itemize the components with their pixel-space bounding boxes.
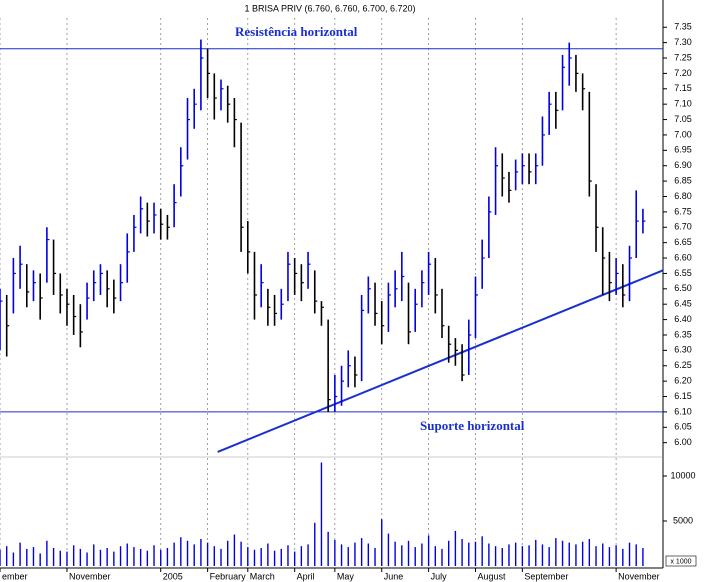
y-tick-label: 6.40 [674,314,692,324]
x-tick-label: ember [2,571,28,581]
y-tick-label: 6.60 [674,252,692,262]
y-tick-label: 7.20 [674,68,692,78]
y-tick-label: 6.20 [674,376,692,386]
y-tick-label: 7.25 [674,52,692,62]
y-tick-label: 6.10 [674,406,692,416]
x-tick-label: September [524,571,568,581]
x-tick-label: August [477,571,506,581]
annotation: Resistência horizontal [235,24,358,39]
y-tick-label: 6.90 [674,160,692,170]
y-tick-label: 7.05 [674,114,692,124]
y-tick-label: 6.35 [674,329,692,339]
trend-line [217,269,664,453]
y-tick-label: 7.00 [674,129,692,139]
y-tick-label: 6.80 [674,191,692,201]
y-tick-label: 7.15 [674,83,692,93]
x-tick-label: 2005 [163,571,183,581]
y-tick-label: 6.65 [674,237,692,247]
y-tick-label: 6.70 [674,222,692,232]
y-tick-label: 6.55 [674,268,692,278]
x-tick-label: November [69,571,111,581]
chart-title: 1 BRISA PRIV (6.760, 6.760, 6.700, 6.720… [244,3,415,13]
y-tick-label: 6.45 [674,299,692,309]
annotation: Suporte horizontal [420,418,525,433]
y-tick-label: 7.30 [674,37,692,47]
y-tick-label: 6.75 [674,206,692,216]
y-tick-label: 7.35 [674,22,692,32]
x-tick-label: May [337,571,355,581]
y-tick-label: 6.85 [674,175,692,185]
x-tick-label: July [431,571,448,581]
y-tick-label: 6.15 [674,391,692,401]
axis-note: x 1000 [670,558,691,565]
x-tick-label: March [250,571,275,581]
y-tick-label: 6.30 [674,345,692,355]
y-tick-label: 6.50 [674,283,692,293]
y-tick-label: 6.00 [674,437,692,447]
x-tick-label: June [384,571,404,581]
x-tick-label: February [210,571,247,581]
x-tick-label: April [297,571,315,581]
y-tick-label: 6.95 [674,145,692,155]
volume-tick-label: 10000 [670,470,695,480]
volume-tick-label: 5000 [673,515,693,525]
axis-note-box [665,555,697,567]
x-tick-label: November [618,571,660,581]
y-tick-label: 6.05 [674,422,692,432]
y-tick-label: 6.25 [674,360,692,370]
y-tick-label: 7.10 [674,99,692,109]
